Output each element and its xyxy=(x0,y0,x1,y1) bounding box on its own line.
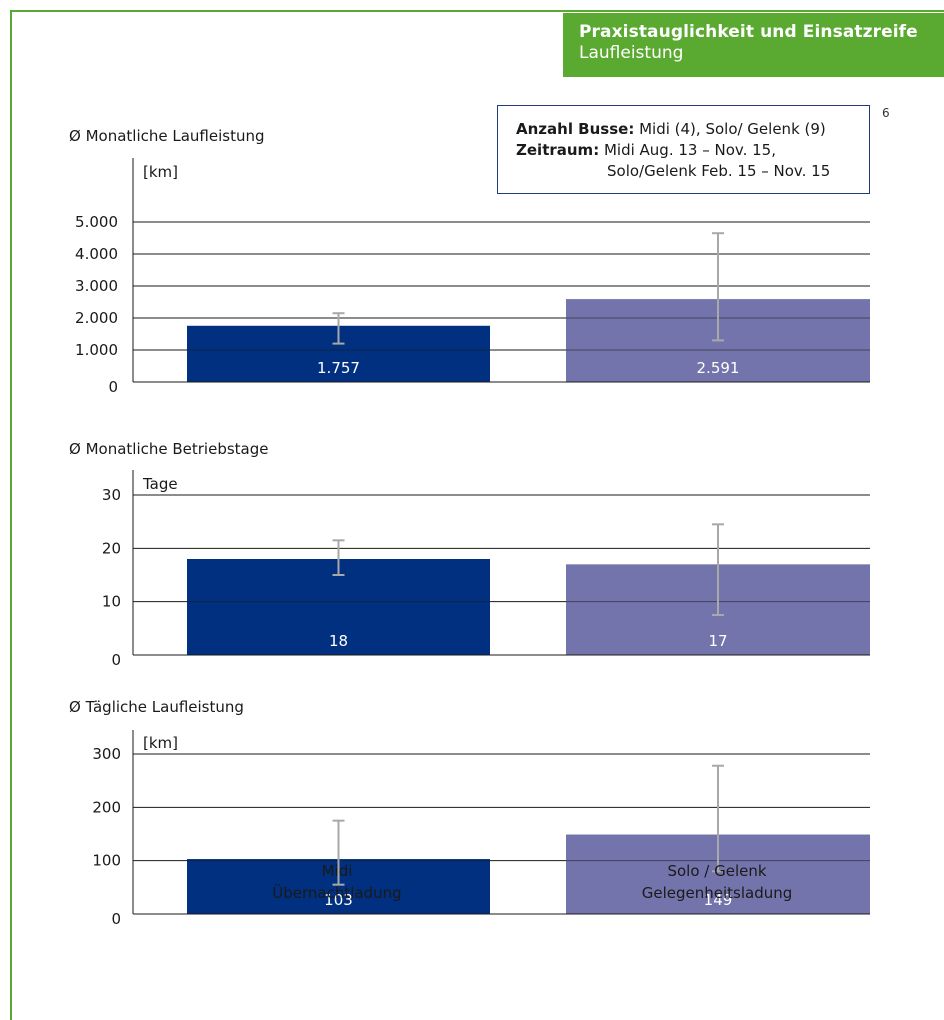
zeitraum-value-1: Midi Aug. 13 – Nov. 15, xyxy=(599,141,776,159)
zeitraum-value-2: Solo/Gelenk Feb. 15 – Nov. 15 xyxy=(607,162,831,180)
chart-2-title: Ø Monatliche Betriebstage xyxy=(69,440,269,458)
chart-2-ytick-label: 30 xyxy=(102,486,121,504)
zeitraum-label: Zeitraum: xyxy=(516,141,600,159)
info-box: Anzahl Busse: Midi (4), Solo/ Gelenk (9)… xyxy=(497,105,870,194)
chart-1-ytick-label: 4.000 xyxy=(75,245,118,263)
chart-3-unit-label: [km] xyxy=(143,734,178,752)
chart-2-unit-label: Tage xyxy=(142,475,178,493)
info-row-zeitraum: Zeitraum: Midi Aug. 13 – Nov. 15, xyxy=(516,140,869,161)
chart-3-value-label-solo: 149 xyxy=(704,891,733,909)
chart-1-value-label-solo: 2.591 xyxy=(697,359,740,377)
chart-2-ytick-label: 0 xyxy=(111,651,121,669)
chart-1-ytick-label: 5.000 xyxy=(75,213,118,231)
x-label-solo-line2: Gelegenheitsladung xyxy=(641,884,793,902)
chart-3-title: Ø Tägliche Laufleistung xyxy=(69,698,244,716)
chart-3-ytick-label: 300 xyxy=(92,745,121,763)
x-label-midi-line1: Midi xyxy=(321,862,353,880)
chart-3-ytick-label: 200 xyxy=(92,798,121,816)
chart-1-ytick-label: 1.000 xyxy=(75,341,118,359)
page-number: 6 xyxy=(882,106,890,120)
chart-1-ytick-label: 2.000 xyxy=(75,309,118,327)
chart-2-ytick-label: 10 xyxy=(102,593,121,611)
frame-left-line xyxy=(10,10,12,1020)
chart-2-value-label-solo: 17 xyxy=(708,632,727,650)
header-title: Praxistauglichkeit und Einsatzreife xyxy=(579,22,918,42)
x-label-midi: Midi Übernachtladung xyxy=(207,860,467,904)
chart-2-value-label-midi: 18 xyxy=(329,632,348,650)
chart-3-ytick-label: 0 xyxy=(111,910,121,928)
header-banner: Praxistauglichkeit und Einsatzreife Lauf… xyxy=(563,13,944,77)
x-label-solo-line1: Solo / Gelenk xyxy=(667,862,767,880)
chart-1-value-label-midi: 1.757 xyxy=(317,359,360,377)
info-row-busse: Anzahl Busse: Midi (4), Solo/ Gelenk (9) xyxy=(516,119,869,140)
busse-value: Midi (4), Solo/ Gelenk (9) xyxy=(634,120,826,138)
x-label-solo: Solo / Gelenk Gelegenheitsladung xyxy=(587,860,847,904)
chart-3-ytick-label: 100 xyxy=(92,852,121,870)
chart-3-value-label-midi: 103 xyxy=(324,891,353,909)
chart-1-ytick-label: 3.000 xyxy=(75,277,118,295)
chart-2-ytick-label: 20 xyxy=(102,539,121,557)
chart-1-unit-label: [km] xyxy=(143,163,178,181)
chart-1-ytick-label: 0 xyxy=(108,378,118,396)
x-label-midi-line2: Übernachtladung xyxy=(272,884,402,902)
header-subtitle: Laufleistung xyxy=(579,43,684,63)
busse-label: Anzahl Busse: xyxy=(516,120,635,138)
frame-top-line xyxy=(10,10,944,12)
chart-1-title: Ø Monatliche Laufleistung xyxy=(69,127,265,145)
